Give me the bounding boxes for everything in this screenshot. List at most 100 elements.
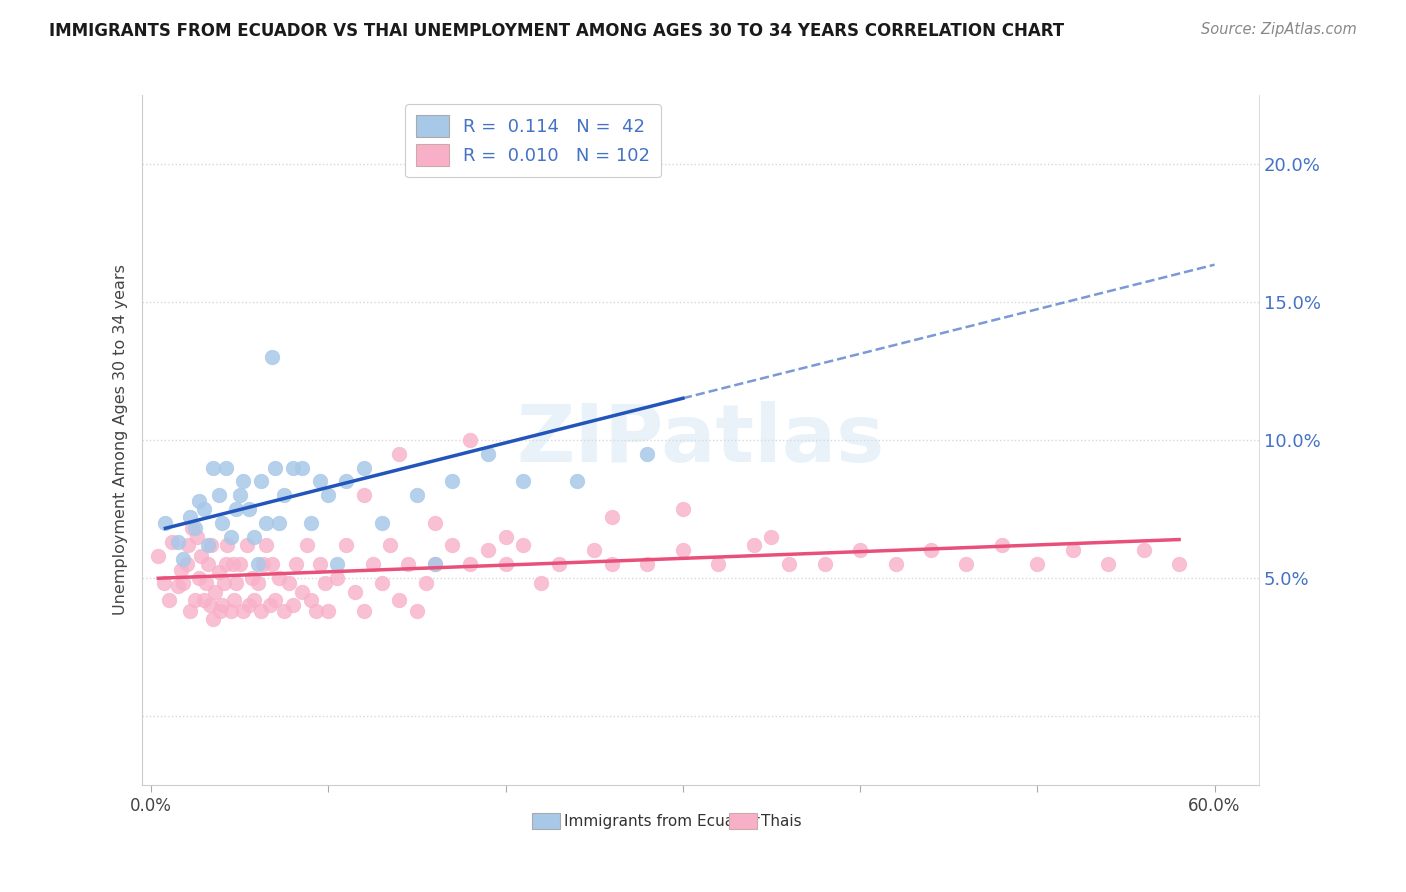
- Point: [547, 557, 569, 571]
- Point: [406, 604, 429, 618]
- Point: [884, 557, 907, 571]
- Point: [172, 576, 194, 591]
- Point: [198, 599, 221, 613]
- Point: [246, 557, 269, 571]
- Point: [761, 530, 783, 544]
- Point: [166, 535, 188, 549]
- Point: [219, 530, 242, 544]
- Point: [214, 557, 236, 571]
- Point: [388, 593, 411, 607]
- Point: [197, 557, 219, 571]
- Text: Immigrants from Ecuador: Immigrants from Ecuador: [564, 814, 759, 829]
- Point: [211, 516, 233, 530]
- Point: [636, 447, 658, 461]
- Point: [278, 576, 301, 591]
- Point: [212, 576, 235, 591]
- Point: [181, 521, 204, 535]
- Point: [207, 488, 229, 502]
- Point: [1168, 557, 1191, 571]
- Point: [299, 516, 322, 530]
- Point: [291, 584, 314, 599]
- Point: [299, 593, 322, 607]
- Point: [477, 543, 499, 558]
- Point: [188, 493, 211, 508]
- Point: [672, 543, 695, 558]
- Point: [335, 475, 357, 489]
- Text: IMMIGRANTS FROM ECUADOR VS THAI UNEMPLOYMENT AMONG AGES 30 TO 34 YEARS CORRELATI: IMMIGRANTS FROM ECUADOR VS THAI UNEMPLOY…: [49, 22, 1064, 40]
- Point: [267, 571, 290, 585]
- Point: [250, 475, 273, 489]
- Point: [225, 502, 247, 516]
- Point: [155, 516, 177, 530]
- Point: [166, 579, 188, 593]
- Point: [232, 604, 254, 618]
- Point: [742, 538, 765, 552]
- Point: [157, 593, 180, 607]
- Point: [308, 557, 330, 571]
- Point: [600, 510, 623, 524]
- Point: [229, 488, 252, 502]
- Point: [238, 599, 260, 613]
- Point: [200, 538, 222, 552]
- Point: [260, 557, 283, 571]
- Point: [225, 576, 247, 591]
- Point: [188, 571, 211, 585]
- Point: [495, 557, 517, 571]
- Point: [273, 604, 295, 618]
- Point: [318, 604, 340, 618]
- Point: [636, 557, 658, 571]
- Point: [193, 502, 215, 516]
- Point: [152, 576, 174, 591]
- Point: [243, 593, 266, 607]
- Point: [423, 557, 446, 571]
- Legend: R =  0.114   N =  42, R =  0.010   N = 102: R = 0.114 N = 42, R = 0.010 N = 102: [405, 104, 661, 178]
- Point: [240, 571, 263, 585]
- Point: [224, 593, 246, 607]
- Point: [214, 460, 236, 475]
- Point: [291, 460, 314, 475]
- Point: [172, 551, 194, 566]
- Point: [305, 604, 328, 618]
- Point: [458, 433, 481, 447]
- Point: [264, 460, 287, 475]
- Point: [406, 488, 429, 502]
- Point: [415, 576, 437, 591]
- Point: [353, 488, 375, 502]
- Point: [326, 557, 349, 571]
- Point: [583, 157, 606, 171]
- Point: [1132, 543, 1154, 558]
- Point: [243, 530, 266, 544]
- Point: [530, 576, 553, 591]
- Point: [195, 576, 218, 591]
- Point: [179, 510, 201, 524]
- Point: [273, 488, 295, 502]
- Point: [458, 557, 481, 571]
- Point: [202, 460, 225, 475]
- Point: [246, 576, 269, 591]
- Point: [423, 557, 446, 571]
- Point: [236, 538, 259, 552]
- Point: [370, 576, 392, 591]
- Point: [254, 516, 277, 530]
- Point: [295, 538, 318, 552]
- Point: [495, 530, 517, 544]
- Point: [260, 351, 283, 365]
- Point: [193, 593, 215, 607]
- Point: [177, 538, 200, 552]
- Point: [267, 516, 290, 530]
- Point: [955, 557, 977, 571]
- Point: [707, 557, 730, 571]
- Point: [423, 516, 446, 530]
- Point: [186, 530, 208, 544]
- Point: [441, 475, 464, 489]
- Point: [219, 604, 242, 618]
- Point: [232, 475, 254, 489]
- Point: [179, 604, 201, 618]
- Point: [176, 557, 198, 571]
- Point: [441, 538, 464, 552]
- Point: [370, 516, 392, 530]
- Point: [600, 557, 623, 571]
- Point: [318, 488, 340, 502]
- Point: [991, 538, 1014, 552]
- Point: [259, 599, 281, 613]
